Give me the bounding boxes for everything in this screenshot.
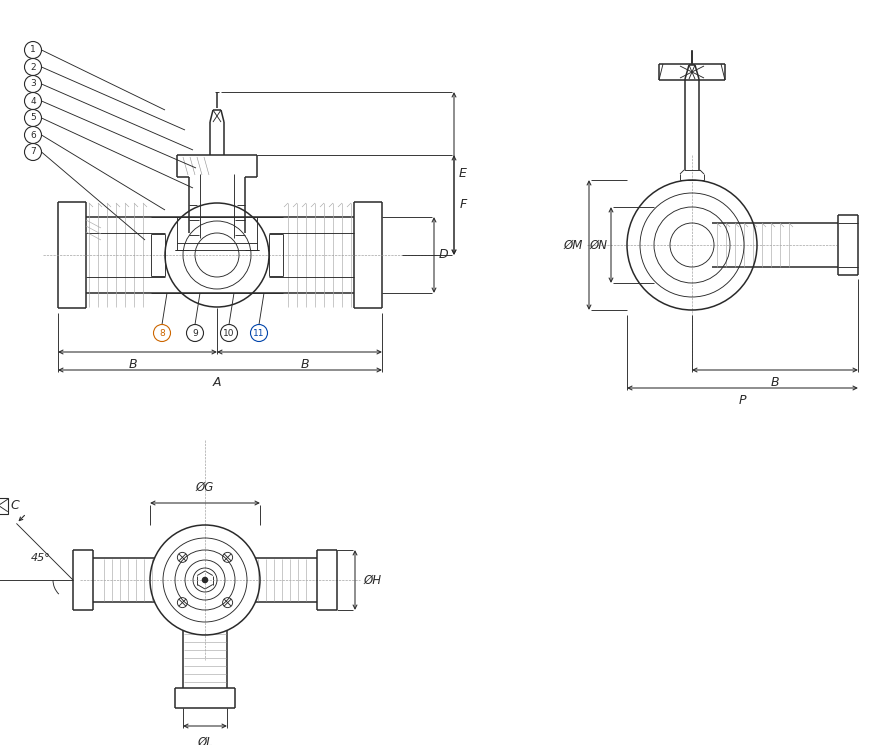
Text: B: B: [771, 375, 780, 388]
Text: 11: 11: [253, 329, 265, 337]
Text: B: B: [300, 358, 309, 370]
Circle shape: [24, 127, 42, 144]
Text: C: C: [10, 499, 19, 512]
FancyBboxPatch shape: [0, 498, 9, 515]
Text: 4: 4: [31, 97, 36, 106]
Circle shape: [24, 42, 42, 59]
Text: B: B: [128, 358, 137, 370]
Text: ØM: ØM: [563, 238, 583, 252]
Circle shape: [24, 110, 42, 127]
Text: 7: 7: [31, 148, 36, 156]
Text: 9: 9: [192, 329, 198, 337]
Text: ØN: ØN: [589, 238, 607, 252]
Text: 3: 3: [31, 80, 36, 89]
Circle shape: [24, 59, 42, 75]
Text: ØL: ØL: [197, 736, 213, 745]
Text: 10: 10: [223, 329, 235, 337]
Circle shape: [221, 325, 237, 341]
Text: ØG: ØG: [196, 481, 215, 494]
Text: 5: 5: [31, 113, 36, 122]
Circle shape: [187, 325, 203, 341]
Circle shape: [24, 144, 42, 160]
Text: D: D: [439, 249, 448, 261]
Circle shape: [153, 325, 171, 341]
Text: F: F: [460, 198, 467, 212]
Text: ØH: ØH: [363, 574, 381, 586]
Text: 1: 1: [31, 45, 36, 54]
Text: 6: 6: [31, 130, 36, 139]
Text: P: P: [739, 393, 746, 407]
Circle shape: [24, 92, 42, 110]
Text: 2: 2: [31, 63, 36, 72]
Circle shape: [202, 577, 208, 583]
Text: 8: 8: [159, 329, 165, 337]
Text: 45°: 45°: [31, 553, 51, 563]
Circle shape: [24, 75, 42, 92]
Text: A: A: [213, 375, 221, 388]
Circle shape: [250, 325, 268, 341]
Text: E: E: [459, 167, 467, 180]
